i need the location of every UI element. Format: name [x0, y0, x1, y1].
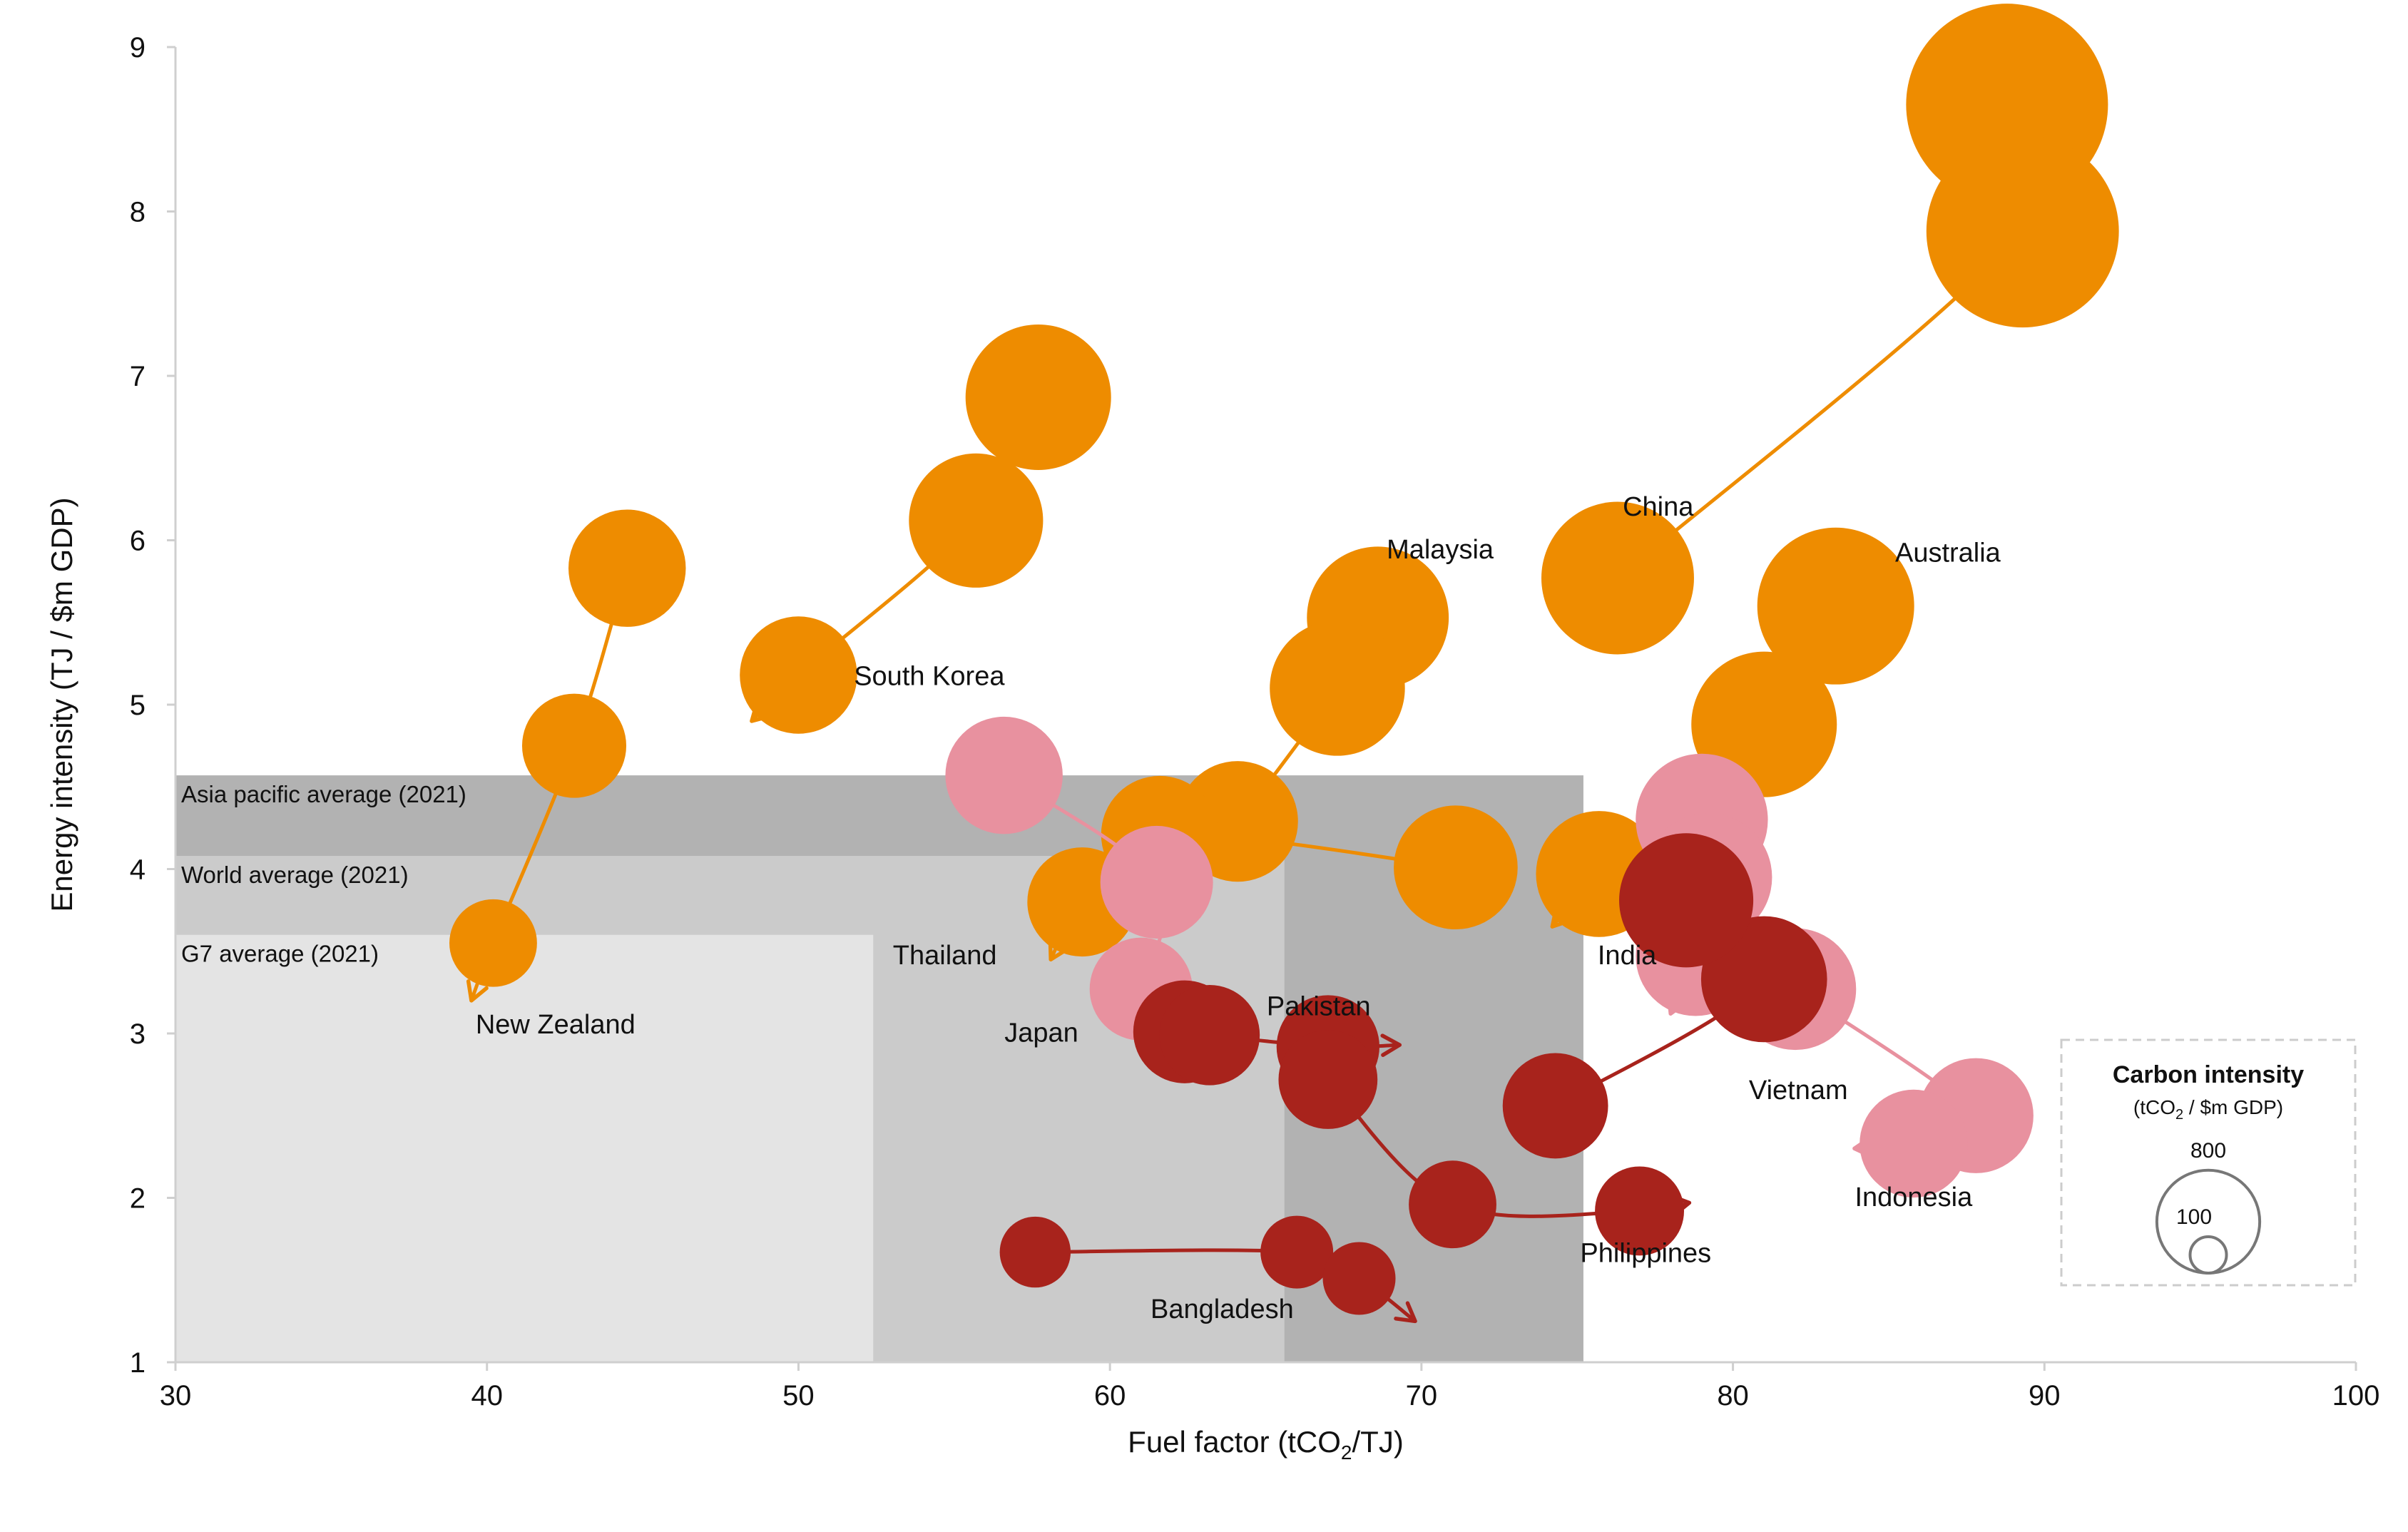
point-thailand-0 [1394, 805, 1518, 930]
point-vietnam-0 [1502, 1053, 1608, 1159]
x-tick-label-100: 100 [2332, 1380, 2380, 1411]
series-philippines [1278, 1030, 1692, 1256]
label-malaysia: Malaysia [1387, 535, 1494, 565]
band-label-1: World average (2021) [181, 862, 409, 888]
y-axis-title: Energy intensity (TJ / $m GDP) [45, 497, 78, 911]
y-tick-label-2: 2 [130, 1183, 146, 1215]
legend-size-100 [2188, 1235, 2228, 1275]
band-2 [175, 934, 874, 1362]
point-malaysia-1 [1270, 621, 1405, 756]
point-philippines-1 [1409, 1160, 1496, 1249]
point-south-korea-2 [740, 616, 857, 734]
legend-size-label-100: 100 [2176, 1205, 2212, 1229]
point-new-zealand-0 [568, 509, 686, 627]
band-label-2: G7 average (2021) [181, 941, 379, 967]
y-tick-label-8: 8 [130, 197, 146, 228]
label-australia: Australia [1895, 538, 2001, 568]
series-china [1541, 4, 2119, 655]
point-japan-1 [1100, 825, 1213, 939]
series-bangladesh [999, 1215, 1417, 1324]
y-tick-label-1: 1 [130, 1347, 146, 1379]
legend-size-label-800: 800 [2190, 1139, 2226, 1163]
label-new-zealand: New Zealand [476, 1010, 636, 1040]
point-bangladesh-2 [1322, 1242, 1396, 1315]
y-tick-label-6: 6 [130, 526, 146, 557]
x-axis-title: Fuel factor (tCO2/TJ) [1128, 1425, 1404, 1464]
label-india: India [1598, 941, 1657, 971]
label-bangladesh: Bangladesh [1151, 1294, 1294, 1324]
y-tick-label-3: 3 [130, 1018, 146, 1050]
y-tick-label-7: 7 [130, 361, 146, 392]
point-pakistan-1 [1159, 985, 1260, 1086]
series-australia [1536, 527, 1914, 937]
series-vietnam [1502, 833, 1827, 1159]
label-japan: Japan [1004, 1018, 1078, 1048]
point-japan-0 [945, 716, 1063, 834]
series-new-zealand [449, 509, 686, 1003]
y-tick-label-9: 9 [130, 32, 146, 63]
point-china-2 [1541, 501, 1694, 655]
legend-box [2060, 1038, 2357, 1287]
point-south-korea-1 [909, 453, 1044, 588]
x-tick-label-50: 50 [782, 1380, 815, 1411]
point-indonesia-2 [1859, 1089, 1968, 1198]
x-tick-label-70: 70 [1406, 1380, 1438, 1411]
y-tick-label-5: 5 [130, 690, 146, 721]
series-south-korea [740, 324, 1111, 734]
point-philippines-0 [1278, 1030, 1378, 1129]
x-tick-label-30: 30 [160, 1380, 192, 1411]
legend-title: Carbon intensity [2113, 1061, 2304, 1088]
label-pakistan: Pakistan [1267, 992, 1371, 1022]
point-south-korea-0 [965, 324, 1111, 470]
x-tick-label-40: 40 [471, 1380, 503, 1411]
legend-subtitle: (tCO2 / $m GDP) [2133, 1096, 2283, 1123]
band-label-0: Asia pacific average (2021) [181, 781, 466, 807]
label-philippines: Philippines [1580, 1238, 1711, 1268]
label-thailand: Thailand [893, 941, 997, 971]
label-china: China [1623, 492, 1694, 522]
point-new-zealand-2 [449, 899, 537, 987]
country-trajectories [449, 4, 2119, 1324]
legend: Carbon intensity (tCO2 / $m GDP) 800 100 [2060, 1038, 2357, 1287]
x-tick-label-80: 80 [1717, 1380, 1749, 1411]
y-tick-label-4: 4 [130, 854, 146, 886]
point-china-1 [1926, 135, 2119, 328]
series-malaysia [1177, 546, 1449, 882]
point-bangladesh-1 [1260, 1215, 1334, 1289]
label-vietnam: Vietnam [1749, 1076, 1848, 1105]
x-tick-label-90: 90 [2029, 1380, 2061, 1411]
point-new-zealand-1 [521, 693, 627, 798]
axes: 30 40 50 60 70 80 90 100 1 2 3 4 5 6 7 8 9 Fuel factor (t… [45, 32, 2379, 1464]
x-tick-label-60: 60 [1094, 1380, 1126, 1411]
point-bangladesh-0 [999, 1216, 1071, 1288]
country-labels: China Australia South Korea Malaysia New Zea… [476, 492, 2001, 1324]
label-indonesia: Indonesia [1855, 1183, 1973, 1212]
point-philippines-2 [1595, 1166, 1685, 1256]
label-south-korea: South Korea [854, 661, 1005, 691]
point-vietnam-2 [1619, 833, 1754, 968]
point-australia-0 [1757, 527, 1914, 685]
